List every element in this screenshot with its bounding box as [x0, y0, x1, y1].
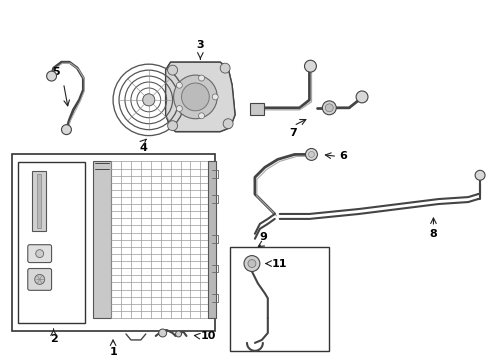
Bar — [37, 174, 41, 228]
Circle shape — [308, 152, 314, 157]
Bar — [18, 162, 85, 323]
Circle shape — [173, 75, 217, 119]
Circle shape — [175, 331, 181, 337]
Bar — [32, 171, 45, 231]
Circle shape — [167, 65, 177, 75]
Text: 1: 1 — [109, 347, 117, 357]
Text: 10: 10 — [200, 331, 215, 341]
Text: 9: 9 — [258, 232, 266, 242]
Circle shape — [247, 260, 255, 267]
Circle shape — [198, 75, 204, 81]
Bar — [93, 161, 111, 318]
Circle shape — [223, 119, 233, 129]
Text: 7: 7 — [289, 128, 297, 138]
Bar — [208, 161, 216, 318]
Circle shape — [35, 274, 44, 284]
Text: 3: 3 — [196, 40, 204, 50]
Polygon shape — [165, 62, 235, 132]
Circle shape — [355, 91, 367, 103]
Bar — [12, 154, 215, 331]
FancyBboxPatch shape — [28, 269, 51, 290]
Circle shape — [176, 105, 182, 112]
Circle shape — [322, 101, 336, 115]
Text: 6: 6 — [339, 152, 346, 161]
Circle shape — [325, 104, 333, 112]
Circle shape — [61, 125, 71, 135]
Circle shape — [46, 71, 57, 81]
Circle shape — [142, 94, 154, 106]
Bar — [249, 103, 264, 115]
Circle shape — [176, 82, 182, 88]
Circle shape — [244, 256, 259, 271]
Circle shape — [474, 170, 484, 180]
Circle shape — [36, 249, 43, 258]
FancyBboxPatch shape — [28, 245, 51, 262]
Circle shape — [212, 94, 218, 100]
Text: 11: 11 — [271, 258, 286, 269]
Text: 2: 2 — [50, 334, 57, 344]
Bar — [230, 247, 328, 351]
Text: 4: 4 — [140, 143, 147, 153]
Text: 5: 5 — [52, 67, 60, 77]
Circle shape — [305, 148, 317, 161]
Circle shape — [220, 63, 230, 73]
Circle shape — [304, 60, 316, 72]
Circle shape — [167, 121, 177, 131]
Circle shape — [198, 113, 204, 119]
Circle shape — [181, 83, 209, 111]
Circle shape — [159, 329, 166, 337]
Text: 8: 8 — [428, 229, 436, 239]
